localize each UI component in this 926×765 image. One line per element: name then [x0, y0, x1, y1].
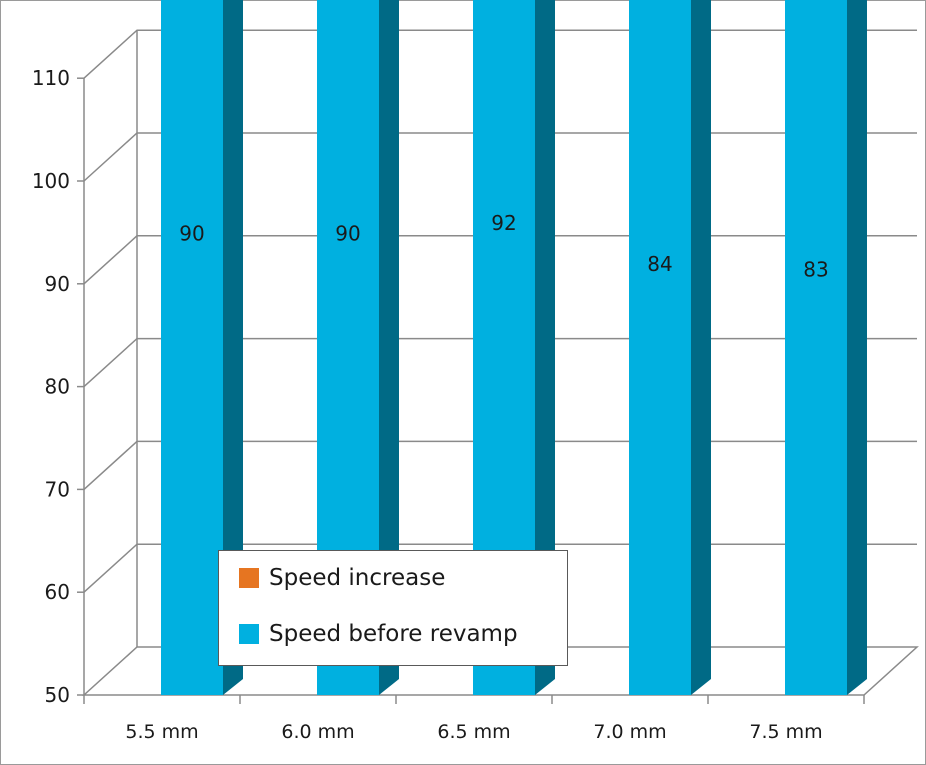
data-label: 90 [335, 221, 360, 245]
bar-side [847, 0, 867, 695]
x-tick-label: 6.5 mm [437, 721, 510, 743]
data-labels: 901290109288412835 [179, 211, 828, 281]
y-tick-label: 50 [45, 683, 70, 707]
y-tick-label: 110 [32, 66, 70, 90]
x-tick-label: 7.5 mm [749, 721, 822, 743]
bar-segment [161, 0, 223, 696]
y-tick-label: 60 [45, 580, 70, 604]
y-tick-label: 100 [32, 169, 70, 193]
legend-swatch-speed-before-revamp [239, 624, 259, 644]
bar-side [535, 0, 555, 695]
data-label: 90 [179, 221, 204, 245]
legend-swatch-speed-increase [239, 568, 259, 588]
legend-item-speed-increase: Speed increase [239, 565, 445, 591]
data-label: 92 [491, 211, 516, 235]
legend-label-speed-increase: Speed increase [269, 565, 446, 591]
y-tick-label: 90 [45, 272, 70, 296]
axes: 50 60 70 80 90 100 110 5.5 mm 6.0 mm 6.5 mm 7.0 mm… [32, 66, 865, 743]
bar-side [379, 0, 399, 695]
y-tick-label: 70 [45, 477, 70, 501]
bar-side [691, 0, 711, 695]
legend-item-speed-before-revamp: Speed before revamp [239, 621, 518, 647]
x-tick-label: 6.0 mm [281, 721, 354, 743]
legend: Speed increase Speed before revamp [218, 550, 568, 666]
chart-floor [82, 646, 919, 696]
x-tick-label: 7.0 mm [593, 721, 666, 743]
data-label: 84 [647, 252, 672, 276]
bar-segment [785, 0, 847, 695]
bar-side [223, 0, 243, 695]
data-label: 83 [803, 257, 828, 281]
y-tick-label: 80 [45, 375, 70, 399]
x-tick-label: 5.5 mm [125, 721, 198, 743]
legend-label-speed-before-revamp: Speed before revamp [269, 621, 518, 647]
bar-segment [629, 0, 691, 696]
bars [161, 0, 867, 696]
